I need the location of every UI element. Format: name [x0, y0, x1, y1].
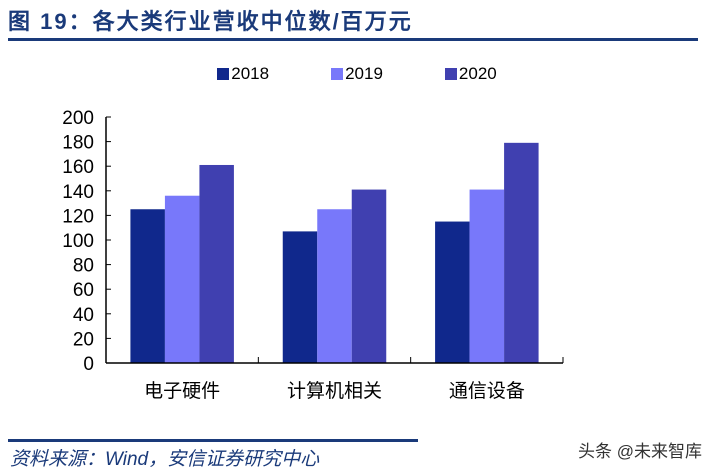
- legend-swatch: [331, 68, 344, 80]
- bar-2018-0: [130, 209, 165, 363]
- legend: 2018 2019 2020: [0, 64, 714, 84]
- x-tick-label: 计算机相关: [287, 380, 382, 402]
- bar-2020-0: [199, 164, 234, 363]
- legend-item-2018: 2018: [217, 64, 269, 84]
- legend-label: 2020: [458, 64, 497, 83]
- y-tick-label: 0: [83, 354, 94, 375]
- bar-2018-1: [282, 231, 318, 363]
- legend-swatch: [444, 68, 457, 80]
- y-tick-label: 80: [73, 256, 94, 277]
- legend-label: 2019: [345, 64, 383, 83]
- y-tick-label: 60: [73, 280, 94, 301]
- bar-2019-1: [317, 209, 352, 363]
- y-tick-label: 160: [62, 157, 94, 178]
- legend-swatch: [217, 68, 230, 80]
- y-tick-label: 100: [62, 231, 94, 252]
- legend-item-2019: 2019: [331, 64, 383, 84]
- legend-item-2020: 2020: [444, 64, 497, 84]
- y-tick-label: 20: [73, 329, 94, 350]
- y-tick-label: 40: [73, 305, 94, 326]
- bar-2019-0: [164, 195, 200, 363]
- bar-2020-1: [351, 189, 387, 363]
- x-tick-label: 电子硬件: [144, 380, 220, 402]
- source-note: 资料来源：Wind，安信证券研究中心: [10, 449, 320, 470]
- watermark: 头条 @未来智库: [578, 442, 702, 461]
- y-tick-label: 180: [62, 133, 94, 154]
- title-divider: [8, 38, 698, 41]
- bar-2020-2: [504, 142, 539, 363]
- bar-2018-2: [435, 221, 470, 363]
- y-tick-label: 120: [62, 206, 94, 227]
- x-tick-label: 通信设备: [449, 380, 525, 402]
- figure-title: 图 19：各大类行业营收中位数/百万元: [8, 9, 413, 34]
- y-tick-label: 200: [62, 108, 94, 129]
- bar-2019-2: [469, 189, 505, 363]
- footer-divider: [8, 439, 418, 442]
- y-tick-label: 140: [62, 182, 94, 203]
- legend-label: 2018: [231, 64, 270, 83]
